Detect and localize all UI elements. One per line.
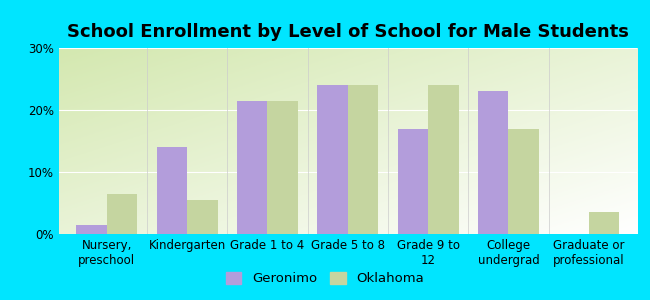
Bar [267, 101, 298, 234]
Bar [237, 101, 267, 234]
Bar [107, 194, 137, 234]
Bar [508, 129, 539, 234]
Bar [478, 92, 508, 234]
Bar [317, 85, 348, 234]
Legend: Geronimo, Oklahoma: Geronimo, Oklahoma [220, 266, 430, 290]
Bar [187, 200, 218, 234]
Bar [348, 85, 378, 234]
Bar [157, 147, 187, 234]
Bar [76, 225, 107, 234]
Bar [589, 212, 619, 234]
Bar [428, 85, 459, 234]
Title: School Enrollment by Level of School for Male Students: School Enrollment by Level of School for… [67, 23, 629, 41]
Bar [398, 129, 428, 234]
